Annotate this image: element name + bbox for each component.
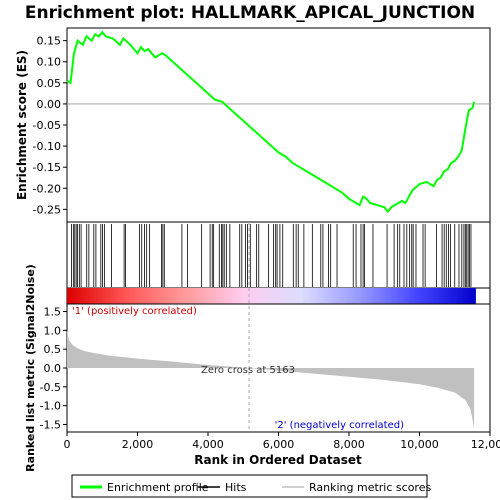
metric-y-tick-label: 0.0 (44, 362, 62, 375)
es-y-tick-label: -0.15 (33, 161, 61, 174)
metric-y-tick-label: 1.0 (44, 324, 62, 337)
x-tick-label: 12,000 (471, 438, 500, 451)
legend-label: Ranking metric scores (309, 481, 431, 494)
es-y-tick-label: -0.10 (33, 140, 61, 153)
es-y-tick-label: 0.15 (37, 35, 62, 48)
es-y-tick-label: -0.25 (33, 203, 61, 216)
x-tick-label: 4,000 (192, 438, 224, 451)
legend-box (71, 474, 428, 498)
x-tick-label: 2,000 (122, 438, 154, 451)
metric-y-tick-label: -1.0 (40, 400, 61, 413)
metric-y-tick-label: 1.5 (44, 306, 62, 319)
negative-annotation: '2' (negatively correlated) (275, 420, 404, 431)
enrichment-profile-line (66, 30, 476, 214)
x-tick-label: 10,000 (400, 438, 439, 451)
metric-y-tick-label: -1.5 (40, 418, 61, 431)
legend: Enrichment profile Hits Ranking metric sco… (80, 481, 431, 494)
x-tick-label: 8,000 (333, 438, 365, 451)
legend-label: Hits (225, 481, 247, 494)
rank-color-bar (67, 288, 476, 304)
metric-y-label: Ranked list metric (Signal2Noise) (24, 264, 37, 472)
x-tick-label: 6,000 (263, 438, 295, 451)
es-y-axis: 0.15 0.10 0.05 0.00 -0.05 -0.10 -0.15 -0.20 -0.2… (33, 35, 67, 216)
hits-marks (71, 224, 472, 287)
es-panel-frame (66, 27, 491, 223)
es-y-tick-label: 0.05 (37, 77, 62, 90)
legend-label: Enrichment profile (107, 481, 209, 494)
es-y-tick-label: -0.20 (33, 182, 61, 195)
zero-cross-annotation: Zero cross at 5163 (201, 365, 295, 376)
x-axis: 0 2,000 4,000 6,000 8,000 10,000 12,000 (64, 432, 500, 451)
metric-y-tick-label: 0.5 (44, 343, 62, 356)
ranking-metric-area (67, 330, 475, 429)
es-y-tick-label: -0.05 (33, 119, 61, 132)
x-axis-label: Rank in Ordered Dataset (194, 453, 362, 467)
metric-y-axis: 1.5 1.0 0.5 0.0 -0.5 -1.0 -1.5 (40, 306, 67, 431)
chart-title: Enrichment plot: HALLMARK_APICAL_JUNCTIO… (25, 3, 475, 23)
hits-panel-frame (66, 221, 491, 289)
x-tick-label: 0 (64, 438, 71, 451)
positive-annotation: '1' (positively correlated) (72, 306, 197, 317)
metric-y-tick-label: -0.5 (40, 381, 61, 394)
es-y-tick-label: 0.10 (37, 56, 62, 69)
es-y-tick-label: 0.00 (37, 98, 62, 111)
es-y-label: Enrichment score (ES) (15, 50, 29, 200)
